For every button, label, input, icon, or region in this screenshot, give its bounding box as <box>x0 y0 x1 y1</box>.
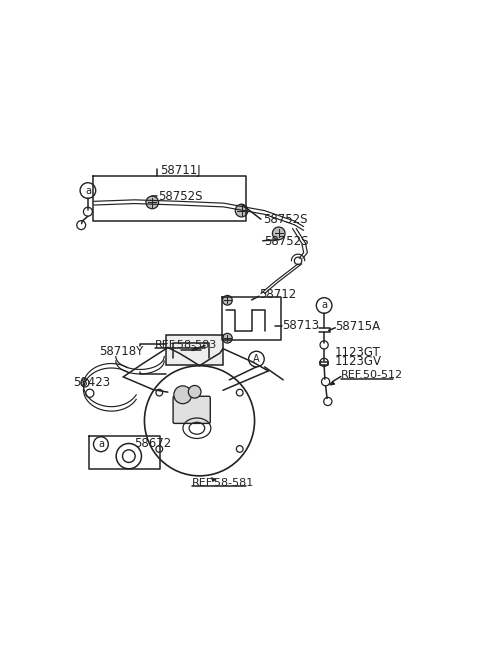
Circle shape <box>236 389 243 396</box>
Text: 58715A: 58715A <box>335 320 381 333</box>
FancyBboxPatch shape <box>173 396 210 423</box>
Circle shape <box>156 445 163 453</box>
Text: 58712: 58712 <box>259 288 296 301</box>
Circle shape <box>223 295 232 305</box>
Text: 58752S: 58752S <box>264 235 308 248</box>
Text: 58423: 58423 <box>73 377 110 389</box>
Text: 58718Y: 58718Y <box>99 345 144 358</box>
Circle shape <box>85 389 94 398</box>
Circle shape <box>294 257 302 265</box>
Circle shape <box>188 385 201 398</box>
Circle shape <box>146 196 158 209</box>
FancyBboxPatch shape <box>166 335 223 365</box>
Text: REF.58-581: REF.58-581 <box>192 477 254 487</box>
Text: 58672: 58672 <box>134 438 172 451</box>
Circle shape <box>324 398 332 405</box>
Circle shape <box>236 445 243 453</box>
Text: a: a <box>321 301 327 310</box>
Text: A: A <box>253 354 260 364</box>
Circle shape <box>81 379 89 387</box>
Circle shape <box>320 358 328 367</box>
Text: a: a <box>98 440 104 449</box>
Text: 58752S: 58752S <box>158 191 203 203</box>
Circle shape <box>273 227 285 240</box>
Text: 58752S: 58752S <box>263 214 307 227</box>
Circle shape <box>156 389 163 396</box>
Circle shape <box>322 378 330 386</box>
Text: 1123GT: 1123GT <box>335 346 381 359</box>
Text: 1123GV: 1123GV <box>335 355 382 367</box>
Circle shape <box>84 207 92 216</box>
Text: REF.58-583: REF.58-583 <box>155 340 217 350</box>
Text: a: a <box>85 185 91 196</box>
Text: REF.50-512: REF.50-512 <box>341 371 403 381</box>
Circle shape <box>235 204 248 217</box>
Text: 58711J: 58711J <box>160 164 201 178</box>
Circle shape <box>223 333 232 343</box>
Circle shape <box>320 341 328 349</box>
Circle shape <box>174 386 192 403</box>
Text: 58713: 58713 <box>282 319 320 331</box>
Circle shape <box>77 221 85 230</box>
